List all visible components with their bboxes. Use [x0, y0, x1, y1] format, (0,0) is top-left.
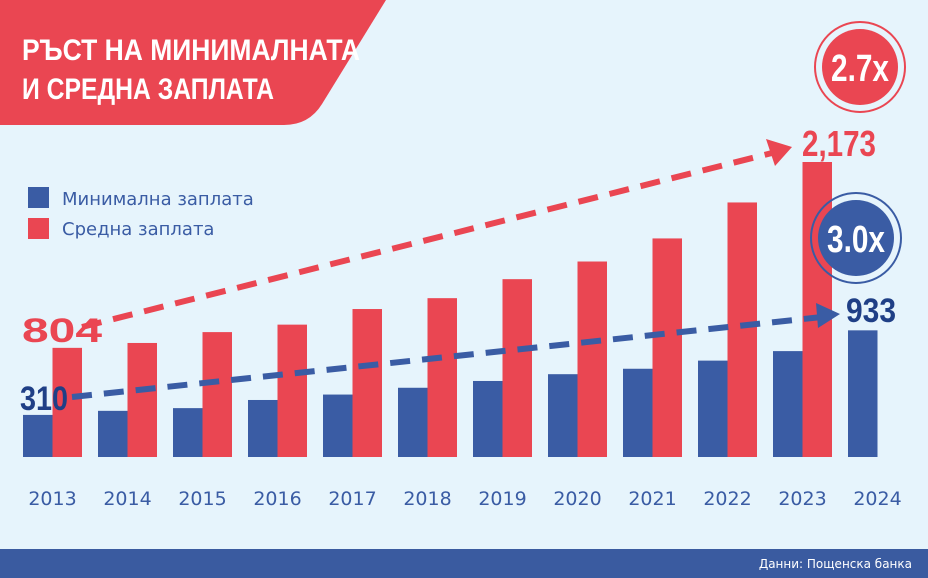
- average-bar-2013: [52, 347, 82, 457]
- average-bar-2017: [352, 309, 382, 457]
- minimum-bar-2020: [548, 374, 578, 457]
- minimum-bar-2015: [173, 408, 203, 457]
- minimum-bar-2018: [398, 387, 428, 457]
- x-tick-label-2014: 2014: [103, 488, 151, 510]
- average-bar-2016: [277, 324, 307, 457]
- x-tick-label-2013: 2013: [28, 488, 76, 510]
- minimum-growth-badge-ring: [810, 192, 902, 284]
- average-bar-2022: [727, 202, 757, 457]
- minimum-bar-2021: [623, 368, 653, 457]
- minimum-bar-2017: [323, 394, 353, 457]
- legend-label-average: Средна заплата: [62, 219, 214, 240]
- minimum-arrowhead: [816, 303, 840, 328]
- minimum-bar-2014: [98, 410, 128, 457]
- average-bar-2015: [202, 332, 232, 457]
- minimum-start-label: 310: [20, 380, 68, 418]
- x-tick-label-2021: 2021: [628, 488, 676, 510]
- legend-label-minimum: Минимална заплата: [62, 189, 254, 210]
- title-line-2: И СРЕДНА ЗАПЛАТА: [22, 73, 274, 106]
- x-tick-label-2022: 2022: [703, 488, 751, 510]
- x-tick-label-2016: 2016: [253, 488, 301, 510]
- average-bar-2019: [502, 279, 532, 457]
- average-bar-2020: [577, 261, 607, 457]
- minimum-bar-2013: [23, 414, 53, 457]
- x-tick-label-2018: 2018: [403, 488, 451, 510]
- source-note: Данни: Пощенска банка: [759, 557, 912, 571]
- minimum-bar-2023: [773, 351, 803, 457]
- average-trend-arrow: [81, 150, 773, 330]
- x-tick-label-2023: 2023: [778, 488, 826, 510]
- x-tick-label-2024: 2024: [853, 488, 901, 510]
- title-line-1: РЪСТ НА МИНИМАЛНАТА: [22, 34, 360, 67]
- minimum-bar-2024: [848, 330, 878, 457]
- x-tick-label-2019: 2019: [478, 488, 526, 510]
- title-banner: [0, 0, 386, 125]
- footer-bar: [0, 549, 928, 578]
- average-growth-badge-ring: [814, 21, 906, 113]
- average-bar-2014: [127, 342, 157, 457]
- minimum-growth-value: 3.0x: [827, 219, 885, 261]
- legend-swatch-minimum: [28, 187, 49, 208]
- minimum-bar-2016: [248, 399, 278, 457]
- minimum-growth-badge: [818, 200, 894, 276]
- average-start-label: 804: [22, 312, 102, 350]
- minimum-bar-2022: [698, 360, 728, 457]
- minimum-bar-2019: [473, 380, 503, 457]
- average-growth-badge: [822, 29, 898, 105]
- average-growth-value: 2.7x: [831, 48, 889, 90]
- average-bar-2018: [427, 298, 457, 457]
- x-tick-label-2015: 2015: [178, 488, 226, 510]
- x-tick-label-2020: 2020: [553, 488, 601, 510]
- average-arrowhead: [766, 139, 792, 166]
- average-bar-2021: [652, 238, 682, 457]
- minimum-end-label: 933: [846, 292, 896, 330]
- legend-swatch-average: [28, 218, 49, 239]
- average-end-label: 2,173: [802, 123, 876, 164]
- x-tick-label-2017: 2017: [328, 488, 376, 510]
